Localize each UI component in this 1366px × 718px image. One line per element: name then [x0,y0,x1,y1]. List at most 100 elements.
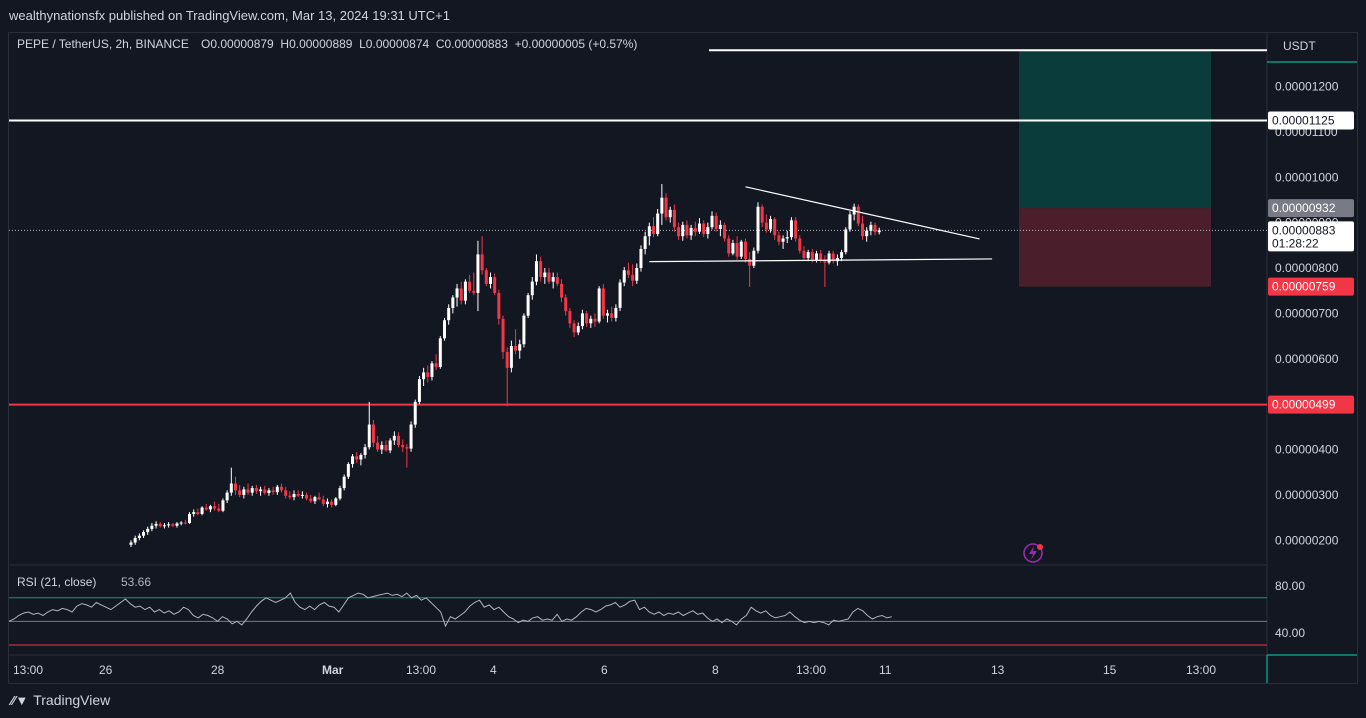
candle [275,484,279,495]
candle [158,522,162,528]
candle-body [443,320,446,339]
currency-label[interactable]: USDT [1283,39,1316,53]
candle-body [296,493,300,496]
chart-frame[interactable]: 0.000012000.000011000.000010000.00000900… [8,32,1358,684]
candle-body [388,440,392,451]
candle-body [234,483,237,491]
candle [359,453,363,466]
candle-body [397,435,401,445]
candle-body [434,363,438,367]
candle-body [129,542,133,545]
candle-body [409,424,413,449]
candle-body [405,447,409,449]
candle-body [815,253,819,260]
price-tick-label: 0.00001000 [1275,170,1339,184]
rsi-label[interactable]: RSI (21, close) [17,575,96,589]
candle [697,218,701,234]
candle-body [480,254,484,271]
candle [455,283,459,307]
candle [146,526,150,535]
candle-body [877,230,881,233]
candle-body [714,215,718,229]
candle [735,236,739,260]
candle [371,420,375,448]
candle-body [413,401,417,425]
candle [438,336,442,369]
candle-body [484,270,488,284]
candle-body [158,523,162,527]
candle-body [305,494,309,499]
candle [576,322,580,336]
candle-body [827,253,831,263]
candle-body [133,537,137,543]
candle [597,286,601,324]
tradingview-logo[interactable]: ⁄⁄▼ TradingView [11,692,110,708]
tradingview-mark-icon: ⁄⁄▼ [11,692,29,708]
legend-symbol[interactable]: PEPE / TetherUS, 2h, BINANCE [17,37,189,51]
rsi-tick-label: 40.00 [1275,626,1305,640]
candle-body [568,311,572,324]
candle-body [271,490,275,493]
candle-body [451,297,455,308]
candle [434,354,438,371]
candle-body [539,261,543,278]
candle [493,273,497,296]
candle [702,220,706,238]
trendline[interactable] [745,186,980,240]
candle-body [861,223,864,237]
candle [806,249,810,262]
trendline[interactable] [649,258,993,263]
candle [731,239,735,256]
price-chart[interactable]: 0.000012000.000011000.000010000.00000900… [9,33,1358,684]
candle [225,490,229,504]
candle [422,367,426,386]
candle [468,274,472,293]
target-zone[interactable] [1019,50,1211,209]
candle-body [505,351,509,368]
candle-body [739,241,743,257]
candle [689,224,693,240]
time-tick-label: 28 [211,663,225,677]
candle [794,217,798,242]
candle-body [764,222,768,230]
candle [325,498,329,508]
candle-body [401,444,405,448]
rsi-line[interactable] [9,592,892,628]
lightning-alert-icon[interactable] [1023,543,1043,563]
candle-body [735,243,739,257]
candle [693,221,697,237]
candle-body [560,283,564,298]
candle-body [526,295,530,316]
candle [672,204,676,232]
candle-body [497,292,501,319]
candle-body [626,270,630,275]
candle [739,239,743,259]
candle [723,222,727,242]
candle [781,235,785,249]
candle-body [543,272,547,278]
candle [388,438,392,454]
candle-body [472,290,476,293]
candle [409,421,413,452]
candle [380,441,384,455]
candle [827,250,831,265]
stop-zone[interactable] [1019,208,1211,287]
candle [589,315,593,328]
candle-body [263,489,267,494]
candle-body [748,258,752,266]
candle [727,235,731,257]
candle [317,492,321,501]
candle [526,292,530,318]
candle-body [275,486,279,493]
price-label-white: 0.00001125 [1268,111,1354,130]
candle [668,206,672,223]
candle [154,521,158,529]
candle-body [242,489,246,495]
time-tick-label: 13 [991,663,1005,677]
candle-body [376,442,380,450]
candle [137,533,141,541]
candle [476,240,480,312]
candle-body [463,281,467,301]
candle [309,494,313,504]
candle-body [438,338,442,367]
